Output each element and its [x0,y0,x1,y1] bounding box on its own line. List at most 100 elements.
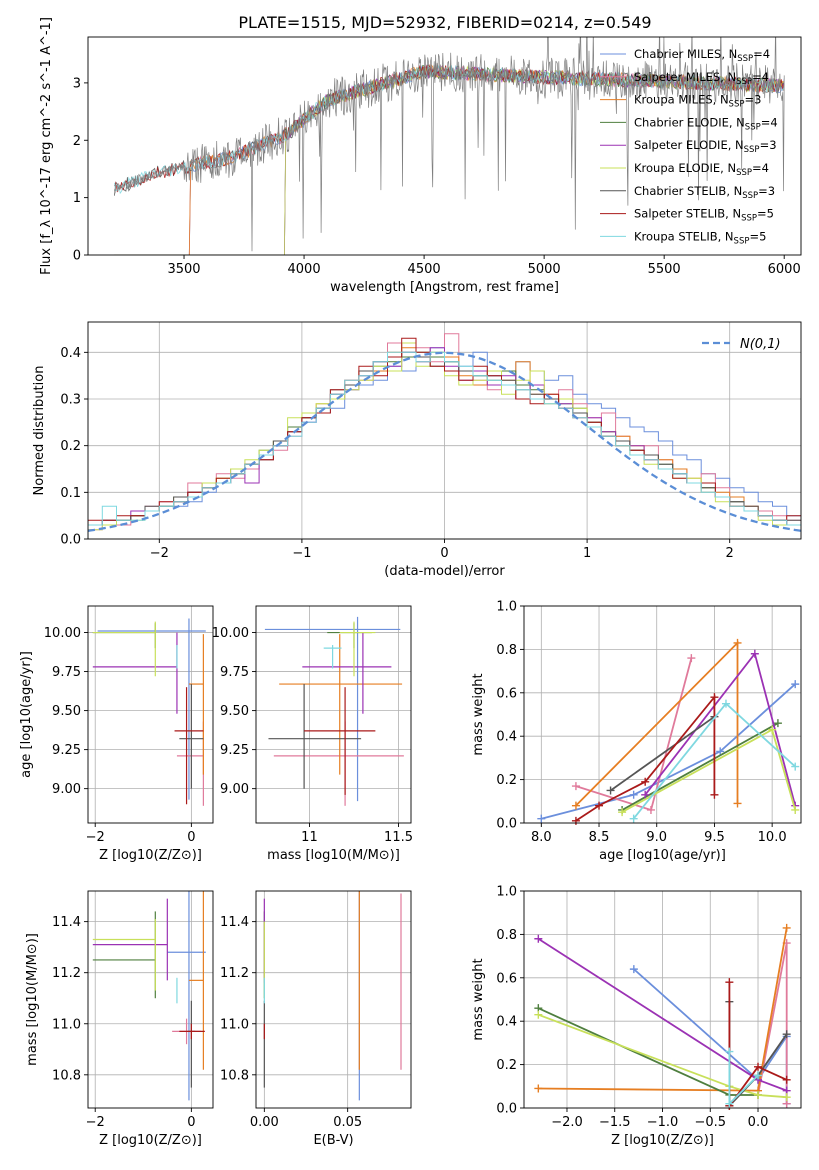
x-tick-label: −2 [86,830,105,845]
legend-label-main: Salpeter STELIB, N [634,207,741,221]
errorbar-point [323,645,342,669]
plot-area [534,923,791,1110]
x-tick-label: 10.0 [758,830,787,845]
x-axis-label: mass [log10(M/M⊙)] [267,848,400,863]
legend-label-suffix: =3 [760,138,777,152]
normal-curve [88,351,801,532]
weight-marker [754,1062,763,1071]
x-tick-label: 5500 [648,262,681,277]
plot-area [92,618,206,806]
x-axis-label: age [log10(age/yr)] [599,848,726,863]
legend-label-suffix: =3 [758,184,775,198]
x-tick-label: 0 [440,546,448,561]
legend-label-suffix: =5 [757,207,774,221]
errorbar-point [188,891,204,1070]
axes-frame [87,890,214,1109]
legend-label-suffix: =5 [749,229,766,243]
x-tick-label: −1.0 [647,1115,679,1130]
plot-area [88,333,801,539]
axes-frame [255,890,412,1109]
weight-marker [534,1084,543,1093]
weight-marker [641,777,650,786]
legend-label-sub: SSP [744,145,760,155]
legend: N(0,1) [702,337,781,352]
legend-label-main: Chabrier MILES, N [634,47,737,61]
weight-marker [534,934,543,943]
x-tick-label: −1.5 [599,1115,631,1130]
errorbar-point [92,919,156,991]
legend-label-suffix: =3 [744,93,761,107]
y-axis-label: Normed distribution [32,366,47,496]
legend-label-sub: SSP [729,100,745,110]
y-tick-label: 9.25 [52,743,81,758]
legend-label: Salpeter STELIB, NSSP=5 [634,207,774,224]
x-tick-label: 0 [187,1115,195,1130]
y-tick-label: 11.0 [220,1017,249,1032]
weight-marker [782,1075,791,1084]
y-tick-label: 9.50 [220,704,249,719]
panel-age-vs-Z: −2 0 9.00 9.25 9.50 9.75 10.00 Z [log10(Z/Z⊙)] a… [19,605,214,863]
legend-label-suffix: =4 [752,70,769,84]
legend-label: Chabrier ELODIE, NSSP=4 [634,115,778,132]
y-tick-label: 10.00 [44,626,81,641]
weight-marker [791,762,800,771]
plot-area [537,638,800,825]
y-tick-label: 9.25 [220,743,249,758]
weight-marker [791,805,800,814]
x-axis-label: (data-model)/error [384,564,505,579]
legend-label-sub: SSP [745,122,761,132]
weight-marker [537,814,546,823]
axes: −2.0 −1.5 −1.0 −0.5 0.0 0.0 0.2 0.4 0.6 0.8 1.0 Z [… [471,885,802,1148]
weight-marker [710,693,719,702]
panel-age-vs-mass: 11 11.5 9.00 9.25 9.50 9.75 10.00 mass [log10(M… [212,605,413,863]
panel-weight-vs-Z: −2.0 −1.5 −1.0 −0.5 0.0 0.0 0.2 0.4 0.6 0.8 1.0 Z [… [471,885,802,1148]
weight-marker [687,654,696,663]
y-tick-label: 0.8 [496,643,517,658]
weight-marker [725,1099,734,1108]
y-axis-label: Flux [f_λ 10^-17 erg cm^-2 s^-1 A^-1] [39,17,54,275]
x-tick-label: 2 [726,546,734,561]
y-tick-label: 9.75 [220,665,249,680]
axes: 0.00 0.05 10.8 11.0 11.2 11.4 E(B-V) [220,890,412,1148]
y-tick-label: 1 [73,191,81,206]
y-tick-label: 0.4 [496,730,517,745]
legend-label: Chabrier STELIB, NSSP=3 [634,184,775,201]
legend-label-main: Salpeter ELODIE, N [634,138,744,152]
y-tick-label: 2 [73,134,81,149]
weight-marker [725,1047,734,1056]
axes-frame [523,605,802,824]
legend-label: Chabrier MILES, NSSP=4 [634,47,770,64]
legend-label-suffix: =4 [761,115,778,129]
weight-marker [733,799,742,808]
data-spectrum-line [114,37,785,252]
y-tick-label: 0.6 [496,971,517,986]
y-tick-label: 9.00 [220,782,249,797]
y-tick-label: 0.6 [496,686,517,701]
axes: 8.0 8.5 9.0 9.5 10.0 0.0 0.2 0.4 0.6 0.8 1.0 age [l… [471,600,802,863]
axes: 3500 4000 4500 5000 5500 6000 0 1 2 3 wavelength [… [39,17,802,295]
errorbar-point [279,634,403,775]
legend-label: Kroupa ELODIE, NSSP=4 [634,161,769,178]
legend-label-sub: SSP [741,214,757,224]
histogram-step [88,337,801,539]
weight-line [610,715,715,792]
y-tick-label: 11.4 [52,915,81,930]
legend-label-sub: SSP [736,168,752,178]
panel-mass-vs-EBV: 0.00 0.05 10.8 11.0 11.2 11.4 E(B-V) [220,890,412,1148]
axes: 11 11.5 9.00 9.25 9.50 9.75 10.00 mass [log10(M… [212,605,413,863]
errorbar-point [179,684,204,789]
panel-weight-vs-age: 8.0 8.5 9.0 9.5 10.0 0.0 0.2 0.4 0.6 0.8 1.0 age [l… [471,600,802,863]
x-tick-label: 0 [187,830,195,845]
y-tick-label: 10.8 [220,1068,249,1083]
y-axis-label: mass weight [471,958,486,1040]
weight-marker [629,814,638,823]
legend-label-suffix: =4 [752,161,769,175]
plot-area [264,616,404,806]
errorbar-point [264,616,401,802]
weight-marker [782,923,791,932]
legend-label-main: Chabrier STELIB, N [634,184,742,198]
errorbar-point [92,621,156,677]
y-tick-label: 11.4 [220,915,249,930]
errorbar-point [304,687,376,795]
